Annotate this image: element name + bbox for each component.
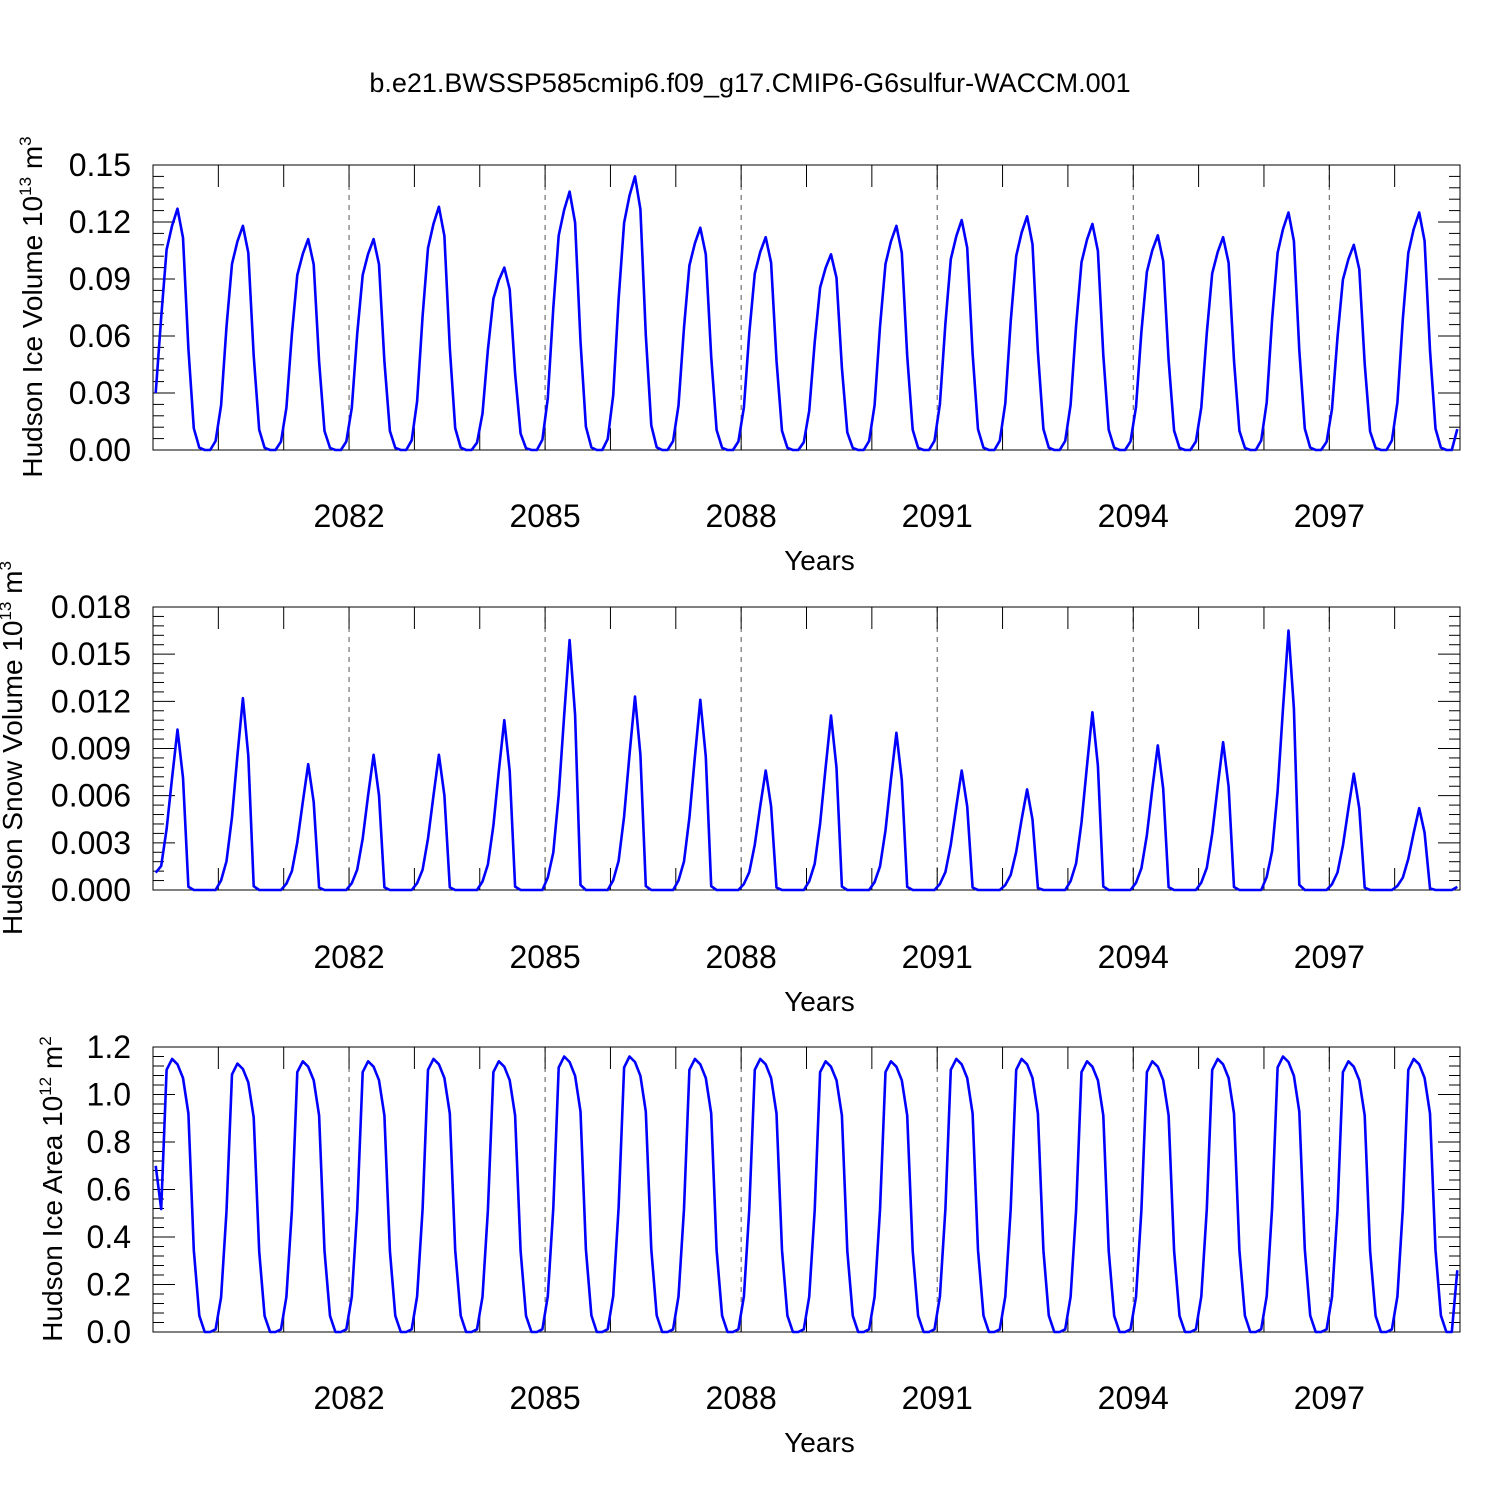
ytick-label: 0.06 (69, 318, 131, 354)
xtick-label-2094: 2094 (1098, 498, 1169, 534)
y-axis-label-exp: 13 (16, 177, 35, 196)
panel-ice-volume: 0.00 0.03 0.06 0.09 0.12 0.15 2082 2085 2088 2091… (16, 136, 1461, 576)
xtick-label-2097: 2097 (1294, 939, 1365, 975)
ytick-label: 0.009 (51, 731, 131, 767)
y-axis-label-unit: m (17, 146, 48, 177)
ytick-label: 0.09 (69, 261, 131, 297)
ytick-label: 0.6 (87, 1172, 131, 1208)
ytick-label: 0.8 (87, 1124, 131, 1160)
y-axis-label-exp: 12 (36, 1077, 55, 1096)
xtick-label-2085: 2085 (510, 1380, 581, 1416)
xtick-label-2091: 2091 (902, 498, 973, 534)
xtick-label-2091: 2091 (902, 939, 973, 975)
xtick-label-2082: 2082 (313, 498, 384, 534)
panel-ice-area: 0.0 0.2 0.4 0.6 0.8 1.0 1.2 2082 2085 2088 2091 209… (36, 1029, 1461, 1458)
figure-title: b.e21.BWSSP585cmip6.f09_g17.CMIP6-G6sulf… (369, 68, 1130, 98)
xtick-label-2088: 2088 (706, 498, 777, 534)
y-axis-label-unit: m (37, 1046, 68, 1077)
y-axis-label-unit: m (0, 571, 28, 602)
ytick-label: 0.015 (51, 636, 131, 672)
ytick-label: 0.15 (69, 147, 131, 183)
ytick-label: 0.003 (51, 825, 131, 861)
ytick-label: 0.006 (51, 778, 131, 814)
xtick-label-2094: 2094 (1098, 939, 1169, 975)
y-axis-label-exp: 13 (0, 602, 15, 621)
y-axis-label: Hudson Snow Volume 1013 m3 (0, 561, 28, 935)
ytick-label: 1.0 (87, 1077, 131, 1113)
xtick-label-2085: 2085 (510, 498, 581, 534)
x-axis-label: Years (784, 1427, 855, 1458)
ytick-label: 0.12 (69, 204, 131, 240)
y-axis-label: Hudson Ice Area 1012 m2 (36, 1036, 68, 1341)
ytick-label: 0.018 (51, 589, 131, 625)
ytick-label: 0.0 (87, 1314, 131, 1350)
x-axis-label: Years (784, 545, 855, 576)
xtick-label-2082: 2082 (313, 1380, 384, 1416)
ytick-label: 0.03 (69, 375, 131, 411)
y-axis-label-unit-exp: 3 (0, 561, 15, 570)
series-line (154, 175, 1459, 452)
ytick-label: 1.2 (87, 1029, 131, 1065)
ytick-label: 0.2 (87, 1267, 131, 1303)
ytick-label: 0.4 (87, 1219, 131, 1255)
y-axis-label-main: Hudson Ice Area 10 (37, 1096, 68, 1342)
y-axis-label-unit-exp: 2 (36, 1036, 55, 1045)
xtick-label-2097: 2097 (1294, 498, 1365, 534)
x-axis-label: Years (784, 986, 855, 1017)
xtick-label-2091: 2091 (902, 1380, 973, 1416)
y-axis-label-main: Hudson Ice Volume 10 (17, 196, 48, 478)
series-line (154, 629, 1458, 892)
ytick-label: 0.000 (51, 872, 131, 908)
ytick-label: 0.00 (69, 432, 131, 468)
panel-snow-volume: 0.000 0.003 0.006 0.009 0.012 0.015 0.018 2082 2… (0, 561, 1461, 1017)
y-axis-label-unit-exp: 3 (16, 136, 35, 145)
ytick-label: 0.012 (51, 683, 131, 719)
xtick-label-2094: 2094 (1098, 1380, 1169, 1416)
xtick-label-2082: 2082 (313, 939, 384, 975)
xtick-label-2088: 2088 (706, 1380, 777, 1416)
y-axis-label: Hudson Ice Volume 1013 m3 (16, 136, 48, 477)
xtick-label-2085: 2085 (510, 939, 581, 975)
xtick-label-2097: 2097 (1294, 1380, 1365, 1416)
y-axis-label-main: Hudson Snow Volume 10 (0, 621, 28, 935)
series-line (154, 1055, 1459, 1334)
xtick-label-2088: 2088 (706, 939, 777, 975)
